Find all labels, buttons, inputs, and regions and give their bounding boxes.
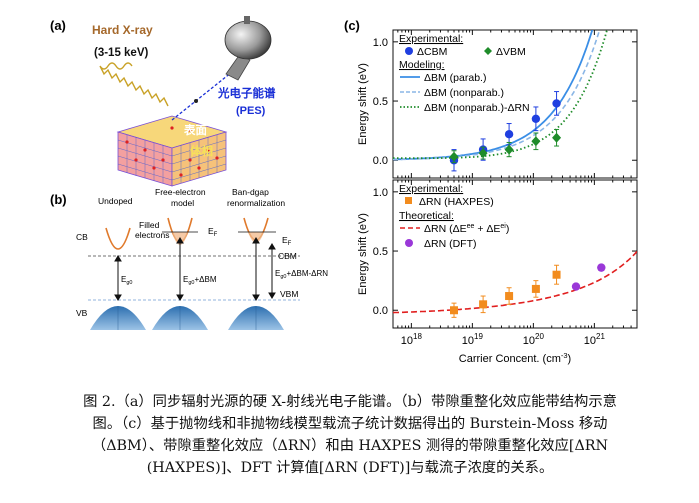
- point-vbm: [478, 148, 488, 159]
- xtick-label: 1018: [401, 332, 423, 347]
- point-rndft: [571, 282, 581, 291]
- col-undoped-title: Undoped: [98, 196, 133, 206]
- col-free-title-1: Free-electron: [155, 187, 206, 197]
- eg0-label: Eg0: [121, 275, 132, 286]
- legend-rn-text: ΔBM (nonparab.)-ΔRN: [424, 102, 530, 114]
- xtick-label: 1021: [584, 332, 606, 347]
- cbm-label: CBM: [278, 251, 297, 261]
- bottom-ytick-label: 0.0: [373, 305, 388, 317]
- bottom-ytick-label: 1.0: [373, 187, 388, 199]
- caption-line-2: 图。（c）基于抛物线和非抛物线模型载流子统计数据得出的 Burstein-Mos…: [92, 416, 608, 432]
- curve-bm-rn: [393, 30, 608, 160]
- curve-rn-theory: [393, 250, 637, 314]
- point-rnhaxpes: [450, 306, 458, 315]
- legend-haxpes-marker: [405, 197, 412, 204]
- pes-label: 光电子能谱: [217, 86, 276, 100]
- energy-label: (3-15 keV): [94, 47, 149, 59]
- legend-parab-text: ΔBM (parab.): [424, 72, 486, 84]
- top-legend: Experimental: ΔCBM ΔVBM Modeling: ΔBM (p…: [399, 33, 530, 114]
- top-legend-heading-exp: Experimental:: [399, 33, 463, 45]
- legend-vbm-text: ΔVBM: [496, 46, 526, 58]
- eg0-bm-label: Eg0+ΔBM: [183, 275, 217, 286]
- legend-dft-text: ΔRN (DFT): [424, 238, 477, 250]
- point-vbm: [531, 136, 541, 147]
- analyzer-icon: [224, 16, 272, 81]
- col-bgr-title-2: renormalization: [227, 198, 285, 208]
- point-rnhaxpes: [505, 292, 514, 301]
- legend-haxpes-text: ΔRN (HAXPES): [419, 196, 494, 208]
- top-plot-area: [393, 30, 608, 172]
- gap-arrows: [114, 237, 276, 301]
- ef-label-3: EF: [282, 235, 292, 247]
- top-ytick-label: 1.0: [373, 37, 388, 49]
- surface-label: 表面: [183, 123, 207, 137]
- vb-label: VB: [76, 308, 88, 318]
- top-ytick-label: 0.5: [373, 96, 388, 108]
- caption-line-3: （ΔBM）、带隙重整化效应（ΔRN）和由 HAXPES 测得的带隙重整化效应[Δ…: [91, 438, 609, 454]
- legend-rn-theory-text: ΔRN (ΔEee + ΔEei): [424, 223, 509, 235]
- cb-label: CB: [76, 232, 88, 242]
- caption-line-1: 图 2.（a）同步辐射光源的硬 X-射线光电子能谱。（b）带隙重整化效应能带结构…: [83, 394, 617, 410]
- point-rndft: [597, 263, 606, 272]
- point-vbm: [449, 151, 459, 162]
- legend-dft-marker: [405, 239, 413, 247]
- filled-electrons: [172, 232, 264, 245]
- ef-label-2: EF: [208, 226, 218, 238]
- chart-layer: 0.0 0.5 1.0 0.0 0.5 1.0 1018 1019 1020 1021: [373, 30, 638, 347]
- point-vbm: [552, 132, 562, 143]
- pes-sub-label: (PES): [236, 105, 266, 117]
- top-ytick-label: 0.0: [373, 155, 388, 167]
- top-ylabel: Energy shift (eV): [357, 63, 369, 145]
- panel-c-label: (c): [344, 18, 360, 33]
- point-rnhaxpes: [552, 270, 561, 279]
- crystal-block: [116, 115, 228, 187]
- point-cbm: [504, 129, 514, 139]
- col-bgr-title-1: Ban-dgap: [232, 187, 269, 197]
- electron-dot: [194, 99, 198, 103]
- xray-label: Hard X-ray: [92, 23, 153, 37]
- panel-b-label: (b): [50, 192, 67, 207]
- point-rnhaxpes: [531, 284, 540, 293]
- electron-path: [171, 71, 233, 121]
- bulk-label: 体相: [190, 144, 213, 158]
- bottom-legend: Experimental: ΔRN (HAXPES) Theoretical: …: [399, 183, 509, 250]
- xaxis-label: Carrier Concent. (cm-3): [459, 351, 571, 365]
- bottom-legend-heading-theory: Theoretical:: [399, 210, 454, 222]
- bottom-ylabel: Energy shift (eV): [357, 213, 369, 295]
- figure-caption: 图 2.（a）同步辐射光源的硬 X-射线光电子能谱。（b）带隙重整化效应能带结构…: [30, 391, 670, 479]
- legend-cbm-marker: [405, 47, 413, 55]
- legend-nonparab-text: ΔBM (nonparab.): [424, 87, 504, 99]
- panel-a-label: (a): [50, 18, 66, 33]
- figure: (a) Hard X-ray (3-15 keV): [50, 16, 638, 365]
- point-vbm: [504, 144, 514, 155]
- point-cbm: [552, 99, 561, 108]
- top-legend-heading-model: Modeling:: [399, 59, 445, 71]
- vbm-label: VBM: [280, 289, 298, 299]
- bottom-legend-heading-exp: Experimental:: [399, 183, 463, 195]
- legend-vbm-marker: [484, 47, 492, 55]
- xtick-label: 1019: [462, 332, 484, 347]
- legend-cbm-text: ΔCBM: [417, 46, 447, 58]
- filled-label-1: Filled: [139, 220, 160, 230]
- caption-line-4: (HAXPES)]、DFT 计算值[ΔRN (DFT)]与载流子浓度的关系。: [146, 460, 554, 476]
- point-rnhaxpes: [479, 300, 488, 309]
- bottom-plot-area: [393, 250, 637, 318]
- xtick-label: 1020: [523, 332, 545, 347]
- col-free-title-2: model: [171, 198, 194, 208]
- eg0-bm-rn-label: Eg0+ΔBM-ΔRN: [275, 269, 328, 280]
- point-cbm: [531, 114, 541, 124]
- valence-bands: [90, 306, 284, 330]
- bottom-ytick-label: 0.5: [373, 246, 388, 258]
- filled-label-2: electrons: [135, 230, 170, 240]
- xray-wave: [99, 62, 169, 107]
